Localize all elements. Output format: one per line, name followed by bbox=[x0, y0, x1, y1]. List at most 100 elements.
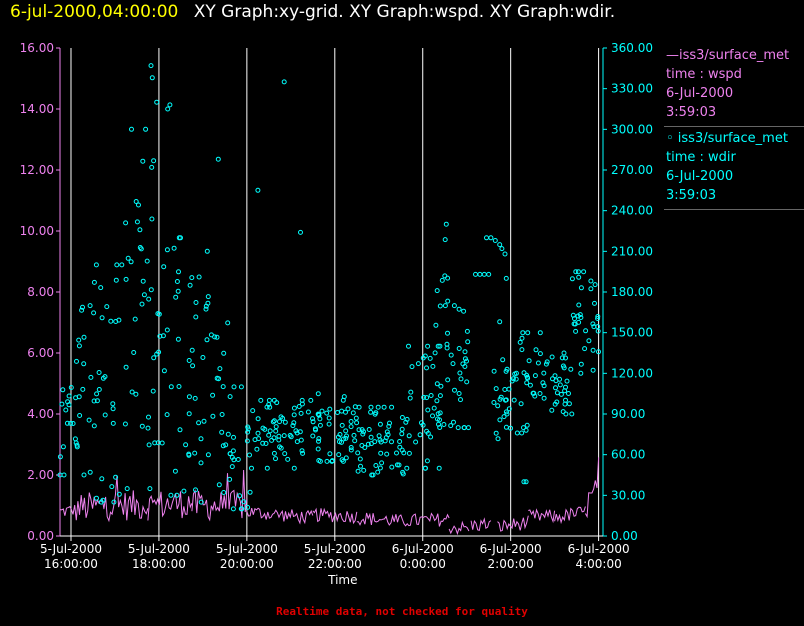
wdir-point bbox=[513, 370, 519, 376]
wdir-point bbox=[369, 472, 375, 478]
wdir-point bbox=[389, 439, 394, 445]
wdir-point bbox=[497, 319, 503, 325]
wdir-point bbox=[255, 416, 261, 422]
wdir-point bbox=[326, 415, 332, 421]
wdir-point bbox=[271, 418, 277, 424]
wdir-point bbox=[137, 227, 143, 233]
wdir-point bbox=[458, 376, 464, 382]
wdir-point bbox=[175, 288, 181, 294]
wdir-point bbox=[592, 300, 597, 306]
wdir-point bbox=[122, 421, 128, 427]
wdir-point bbox=[150, 388, 156, 394]
wdir-point bbox=[273, 428, 279, 434]
right-tick-label: 60.00 bbox=[611, 448, 645, 462]
wdir-point bbox=[508, 425, 514, 431]
wdir-point bbox=[352, 438, 358, 444]
right-tick-label: 90.00 bbox=[611, 407, 645, 421]
wdir-point bbox=[205, 452, 211, 458]
wdir-point bbox=[139, 423, 145, 429]
wdir-point bbox=[531, 390, 537, 396]
wdir-point bbox=[521, 479, 527, 485]
wdir-point bbox=[566, 391, 571, 396]
wdir-point bbox=[462, 364, 468, 369]
left-tick-label: 10.00 bbox=[20, 224, 54, 238]
wdir-point bbox=[282, 419, 288, 425]
wdir-point bbox=[200, 355, 206, 360]
right-tick-label: 240.00 bbox=[611, 204, 653, 218]
wdir-point bbox=[526, 358, 532, 364]
wdir-point bbox=[596, 349, 601, 355]
wdir-point bbox=[151, 355, 157, 361]
wdir-point bbox=[541, 370, 547, 376]
wdir-point bbox=[399, 426, 405, 432]
wdir-point bbox=[503, 397, 509, 403]
wdir-point bbox=[595, 314, 601, 319]
wdir-point bbox=[245, 429, 251, 435]
right-tick-label: 330.00 bbox=[611, 82, 653, 96]
wdir-point bbox=[123, 364, 129, 370]
legend-wdir-source: ◦ iss3/surface_met bbox=[666, 131, 788, 146]
wdir-point bbox=[433, 322, 439, 328]
wdir-point bbox=[456, 346, 462, 351]
right-tick-label: 150.00 bbox=[611, 326, 653, 340]
x-tick-date: 5-Jul-2000 bbox=[128, 542, 190, 556]
wdir-point bbox=[586, 338, 592, 344]
wdir-point bbox=[591, 324, 597, 330]
wdir-point bbox=[396, 462, 402, 468]
wdir-point bbox=[296, 404, 302, 409]
wdir-point bbox=[407, 395, 413, 401]
wdir-point bbox=[386, 423, 392, 429]
wdir-point bbox=[336, 452, 342, 458]
wdir-point bbox=[277, 419, 282, 425]
wdir-point bbox=[442, 237, 448, 243]
wdir-point bbox=[310, 419, 316, 425]
wdir-point bbox=[104, 304, 110, 310]
wdir-point bbox=[394, 450, 399, 456]
wdir-point bbox=[564, 378, 570, 384]
wdir-point bbox=[288, 434, 294, 440]
wdir-point bbox=[148, 287, 154, 293]
wdir-point bbox=[525, 330, 531, 336]
wdir-point bbox=[171, 245, 177, 251]
wdir-point bbox=[408, 389, 414, 395]
wdir-point bbox=[298, 437, 304, 443]
wdir-point bbox=[99, 315, 105, 321]
wdir-point bbox=[300, 450, 306, 456]
wdir-point bbox=[154, 99, 160, 105]
wdir-point bbox=[518, 401, 524, 407]
x-tick-date: 6-Jul-2000 bbox=[392, 542, 454, 556]
wdir-point bbox=[219, 429, 225, 435]
wdir-point bbox=[560, 363, 566, 369]
wdir-point bbox=[497, 417, 503, 423]
wdir-point bbox=[219, 412, 225, 417]
wdir-point bbox=[491, 400, 497, 405]
wdir-point bbox=[466, 425, 471, 431]
wdir-point bbox=[308, 397, 314, 403]
wdir-point bbox=[149, 216, 155, 222]
wdir-point bbox=[73, 395, 79, 401]
wdir-point bbox=[128, 259, 134, 265]
wdir-point bbox=[80, 304, 85, 310]
wdir-point bbox=[549, 354, 555, 360]
wdir-point bbox=[235, 457, 241, 462]
wdir-point bbox=[141, 292, 147, 298]
wspd-series-line bbox=[497, 515, 529, 532]
wdir-point bbox=[315, 446, 321, 452]
wdir-point bbox=[445, 275, 451, 281]
wdir-point bbox=[310, 416, 315, 422]
wdir-point bbox=[355, 450, 361, 456]
wdir-point bbox=[168, 384, 174, 390]
wdir-point bbox=[387, 420, 392, 426]
wdir-point bbox=[123, 220, 129, 226]
wdir-point bbox=[381, 404, 387, 410]
wdir-point bbox=[217, 366, 223, 372]
wdir-point bbox=[271, 397, 277, 403]
wspd-series-line bbox=[554, 506, 586, 525]
wdir-point bbox=[575, 313, 581, 319]
wdir-point bbox=[291, 420, 297, 426]
x-tick-time: 2:00:00 bbox=[488, 557, 534, 571]
wdir-point bbox=[159, 440, 165, 446]
wdir-point bbox=[133, 199, 139, 204]
wdir-point bbox=[168, 492, 174, 498]
wspd-series-line bbox=[448, 520, 470, 536]
